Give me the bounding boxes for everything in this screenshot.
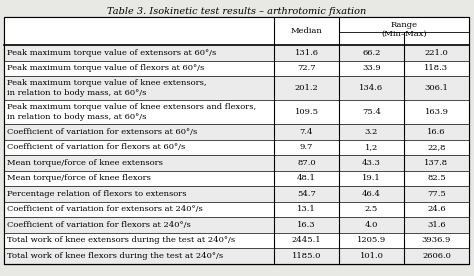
Text: 77.5: 77.5: [427, 190, 446, 198]
Text: 66.2: 66.2: [362, 49, 381, 57]
Bar: [4, 17, 469, 264]
Text: Peak maximum torque value of flexors at 60°/s: Peak maximum torque value of flexors at …: [7, 64, 204, 72]
Text: 163.9: 163.9: [425, 108, 448, 116]
Text: Peak maximum torque value of knee extensors and flexors,
in relation to body mas: Peak maximum torque value of knee extens…: [7, 103, 256, 121]
Text: 22,8: 22,8: [427, 143, 446, 151]
Text: 2445.1: 2445.1: [292, 236, 321, 244]
Text: 118.3: 118.3: [424, 64, 448, 72]
Text: (Min–Max): (Min–Max): [381, 30, 427, 38]
Text: Table 3. Isokinetic test results – arthrotomic fixation: Table 3. Isokinetic test results – arthr…: [108, 7, 366, 16]
Text: 46.4: 46.4: [362, 190, 381, 198]
Text: 1,2: 1,2: [365, 143, 378, 151]
Text: Coefficient of variation for extensors at 240°/s: Coefficient of variation for extensors a…: [7, 205, 203, 213]
Text: Percentage relation of flexors to extensors: Percentage relation of flexors to extens…: [7, 190, 186, 198]
Text: 306.1: 306.1: [425, 84, 448, 92]
Text: 2.5: 2.5: [365, 205, 378, 213]
Text: Mean torque/force of knee flexors: Mean torque/force of knee flexors: [7, 174, 151, 182]
Text: 131.6: 131.6: [294, 49, 319, 57]
Text: Total work of knee flexors during the test at 240°/s: Total work of knee flexors during the te…: [7, 252, 223, 260]
Bar: [4, 171, 469, 186]
Text: 13.1: 13.1: [297, 205, 316, 213]
Bar: [4, 76, 469, 100]
Text: 19.1: 19.1: [362, 174, 381, 182]
Text: 82.5: 82.5: [427, 174, 446, 182]
Text: Total work of knee extensors during the test at 240°/s: Total work of knee extensors during the …: [7, 236, 235, 244]
Bar: [4, 248, 469, 264]
Text: 9.7: 9.7: [300, 143, 313, 151]
Text: Mean torque/force of knee extensors: Mean torque/force of knee extensors: [7, 159, 163, 167]
Text: 4.0: 4.0: [365, 221, 378, 229]
Text: Median: Median: [291, 27, 322, 35]
Text: 43.3: 43.3: [362, 159, 381, 167]
Bar: [4, 201, 469, 217]
Text: 72.7: 72.7: [297, 64, 316, 72]
Text: Coefficient of variation for extensors at 60°/s: Coefficient of variation for extensors a…: [7, 128, 197, 136]
Bar: [4, 60, 469, 76]
Text: Coefficient of variation for flexors at 60°/s: Coefficient of variation for flexors at …: [7, 143, 185, 151]
Text: 137.8: 137.8: [424, 159, 448, 167]
Text: 16.6: 16.6: [427, 128, 446, 136]
Text: Peak maximum torque value of knee extensors,
in relation to body mass, at 60°/s: Peak maximum torque value of knee extens…: [7, 79, 207, 97]
Bar: [4, 124, 469, 139]
Bar: [4, 139, 469, 155]
Text: 109.5: 109.5: [294, 108, 319, 116]
Bar: [4, 155, 469, 171]
Text: Coefficient of variation for flexors at 240°/s: Coefficient of variation for flexors at …: [7, 221, 191, 229]
Text: 24.6: 24.6: [427, 205, 446, 213]
Bar: [4, 45, 469, 60]
Text: 31.6: 31.6: [427, 221, 446, 229]
Text: 87.0: 87.0: [297, 159, 316, 167]
Text: 16.3: 16.3: [297, 221, 316, 229]
Bar: [4, 232, 469, 248]
Text: 3.2: 3.2: [365, 128, 378, 136]
Text: 1185.0: 1185.0: [292, 252, 321, 260]
Text: 101.0: 101.0: [360, 252, 383, 260]
Text: 2606.0: 2606.0: [422, 252, 451, 260]
Text: 134.6: 134.6: [359, 84, 383, 92]
Text: 201.2: 201.2: [295, 84, 319, 92]
Text: 221.0: 221.0: [425, 49, 448, 57]
Bar: [4, 217, 469, 232]
Bar: [4, 17, 469, 45]
Text: 54.7: 54.7: [297, 190, 316, 198]
Text: 3936.9: 3936.9: [422, 236, 451, 244]
Text: Range: Range: [391, 20, 418, 28]
Text: 7.4: 7.4: [300, 128, 313, 136]
Text: 1205.9: 1205.9: [357, 236, 386, 244]
Text: 75.4: 75.4: [362, 108, 381, 116]
Bar: [4, 17, 469, 264]
Bar: [4, 186, 469, 201]
Text: Peak maximum torque value of extensors at 60°/s: Peak maximum torque value of extensors a…: [7, 49, 216, 57]
Text: 48.1: 48.1: [297, 174, 316, 182]
Text: 33.9: 33.9: [362, 64, 381, 72]
Bar: [4, 100, 469, 124]
